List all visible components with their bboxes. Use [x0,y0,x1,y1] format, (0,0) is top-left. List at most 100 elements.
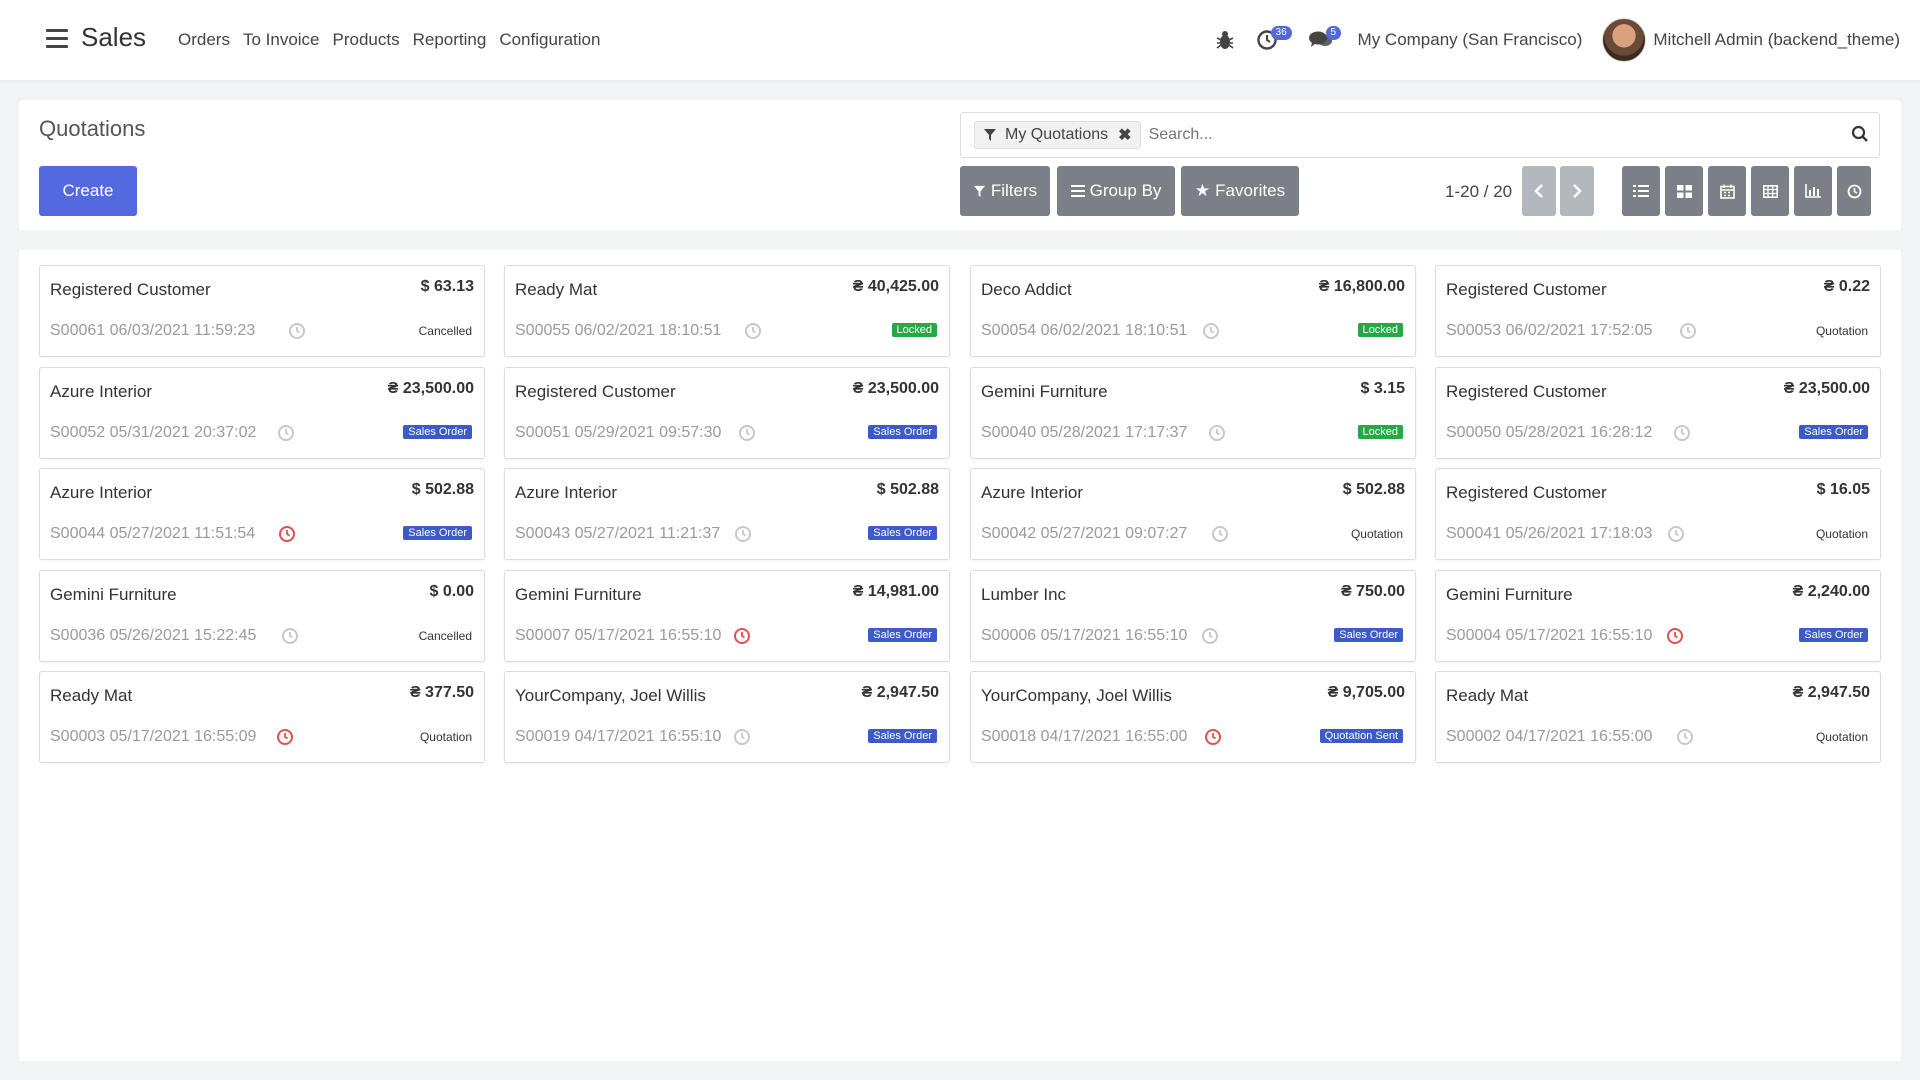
bug-icon[interactable] [1214,29,1236,51]
activity-overdue-clock-icon[interactable] [1204,728,1222,746]
filters-button[interactable]: Filters [960,166,1050,216]
card-reference-date: S00053 06/02/2021 17:52:05 [1446,322,1653,339]
menu-item-reporting[interactable]: Reporting [412,30,487,49]
quotation-card[interactable]: Ready Mat ₴ 2,947.50 S00002 04/17/2021 16:… [1435,671,1881,763]
card-reference-date: S00003 05/17/2021 16:55:09 [50,728,257,745]
quotation-card[interactable]: Gemini Furniture ₴ 2,240.00 S00004 05/17/2… [1435,570,1881,662]
card-status-badge: Sales Order [868,729,937,743]
user-menu[interactable]: Mitchell Admin (backend_theme) [1653,30,1900,49]
quotation-card[interactable]: Registered Customer ₴ 23,500.00 S00051 05/… [504,367,950,459]
card-reference-date: S00006 05/17/2021 16:55:10 [981,627,1188,644]
create-button[interactable]: Create [39,166,137,216]
pager-next-button[interactable] [1560,166,1594,216]
card-status-badge: Sales Order [868,526,937,540]
activity-clock-icon[interactable] [744,322,762,340]
quotation-card[interactable]: Gemini Furniture $ 0.00 S00036 05/26/2021 … [39,570,485,662]
activity-count-badge: 36 [1270,26,1292,40]
activity-clock-icon[interactable] [733,728,751,746]
group-by-button[interactable]: Group By [1057,166,1175,216]
chat-icon[interactable]: 5 [1308,26,1342,51]
quotation-card[interactable]: Azure Interior ₴ 23,500.00 S00052 05/31/20… [39,367,485,459]
card-reference-date: S00040 05/28/2021 17:17:37 [981,424,1188,441]
quotation-card[interactable]: Azure Interior $ 502.88 S00042 05/27/2021 … [970,468,1416,560]
facet-remove-icon[interactable]: ✖ [1118,127,1132,144]
card-amount: ₴ 23,500.00 [1783,380,1870,397]
quotation-card[interactable]: Lumber Inc ₴ 750.00 S00006 05/17/2021 16:5… [970,570,1416,662]
card-status-badge: Cancelled [418,629,472,643]
quotation-card[interactable]: Deco Addict ₴ 16,800.00 S00054 06/02/2021 … [970,265,1416,357]
activity-view-icon[interactable] [1837,166,1871,216]
menu-item-orders[interactable]: Orders [178,30,230,49]
card-customer-name: Deco Addict [981,280,1072,299]
card-amount: ₴ 40,425.00 [852,278,939,295]
quotation-card[interactable]: Ready Mat ₴ 40,425.00 S00055 06/02/2021 18… [504,265,950,357]
card-amount: ₴ 750.00 [1340,583,1405,600]
activity-overdue-clock-icon[interactable] [276,728,294,746]
quotation-card[interactable]: Gemini Furniture $ 3.15 S00040 05/28/2021 … [970,367,1416,459]
menu-item-products[interactable]: Products [332,30,400,49]
kanban-view-icon[interactable] [1665,166,1703,216]
activity-overdue-clock-icon[interactable] [733,627,751,645]
message-count-badge: 5 [1325,26,1342,40]
quotation-card[interactable]: YourCompany, Joel Willis ₴ 9,705.00 S00018… [970,671,1416,763]
card-reference-date: S00043 05/27/2021 11:21:37 [515,525,721,542]
card-customer-name: Registered Customer [515,382,676,401]
card-amount: ₴ 2,947.50 [861,684,939,701]
activity-clock-icon[interactable] [277,424,295,442]
quotation-card[interactable]: Azure Interior $ 502.88 S00044 05/27/2021 … [39,468,485,560]
activity-clock-icon[interactable] [1667,525,1685,543]
menu-item-configuration[interactable]: Configuration [499,30,601,49]
favorites-button[interactable]: ★ Favorites [1181,166,1299,216]
user-avatar[interactable] [1602,18,1647,62]
activity-clock-icon[interactable] [1208,424,1226,442]
card-customer-name: Gemini Furniture [1446,585,1573,604]
quotation-card[interactable]: Gemini Furniture ₴ 14,981.00 S00007 05/17/… [504,570,950,662]
card-customer-name: Ready Mat [515,280,598,299]
menu-hamburger-icon[interactable] [46,29,68,49]
filter-icon [973,185,985,197]
card-status-badge: Sales Order [403,425,472,439]
activity-clock-icon[interactable] [1202,322,1220,340]
pivot-view-icon[interactable] [1751,166,1789,216]
activity-clock-icon[interactable] [1201,627,1219,645]
card-customer-name: Lumber Inc [981,585,1067,604]
activity-clock-icon[interactable]: 36 [1256,26,1292,51]
activity-overdue-clock-icon[interactable] [278,525,296,543]
activity-clock-icon[interactable] [734,525,752,543]
quotation-card[interactable]: Registered Customer $ 63.13 S00061 06/03/2… [39,265,485,357]
company-switcher[interactable]: My Company (San Francisco) [1357,30,1583,49]
pager-value[interactable]: 1-20 / 20 [1445,182,1513,201]
search-input[interactable] [1148,126,1879,144]
quotation-card[interactable]: Ready Mat ₴ 377.50 S00003 05/17/2021 16:55… [39,671,485,763]
activity-clock-icon[interactable] [288,322,306,340]
activity-clock-icon[interactable] [738,424,756,442]
app-name[interactable]: Sales [81,22,147,52]
list-view-icon[interactable] [1622,166,1660,216]
card-customer-name: Gemini Furniture [981,382,1108,401]
calendar-view-icon[interactable] [1708,166,1746,216]
card-reference-date: S00004 05/17/2021 16:55:10 [1446,627,1653,644]
quotation-card[interactable]: YourCompany, Joel Willis ₴ 2,947.50 S00019… [504,671,950,763]
menu-item-to-invoice[interactable]: To Invoice [242,30,320,49]
card-status-badge: Locked [1357,425,1403,439]
card-reference-date: S00042 05/27/2021 09:07:27 [981,525,1188,542]
card-reference-date: S00052 05/31/2021 20:37:02 [50,424,257,441]
card-reference-date: S00002 04/17/2021 16:55:00 [1446,728,1653,745]
quotation-card[interactable]: Registered Customer $ 16.05 S00041 05/26/2… [1435,468,1881,560]
pager-previous-button[interactable] [1522,166,1556,216]
activity-clock-icon[interactable] [1673,424,1691,442]
card-status-badge: Quotation Sent [1319,729,1403,743]
activity-clock-icon[interactable] [281,627,299,645]
activity-clock-icon[interactable] [1211,525,1229,543]
card-amount: $ 3.15 [1360,380,1405,397]
search-icon[interactable] [1851,125,1869,148]
activity-clock-icon[interactable] [1676,728,1694,746]
activity-clock-icon[interactable] [1679,322,1697,340]
quotation-card[interactable]: Azure Interior $ 502.88 S00043 05/27/2021 … [504,468,950,560]
activity-overdue-clock-icon[interactable] [1666,627,1684,645]
quotation-card[interactable]: Registered Customer ₴ 0.22 S00053 06/02/20… [1435,265,1881,357]
quotation-card[interactable]: Registered Customer ₴ 23,500.00 S00050 05/… [1435,367,1881,459]
graph-view-icon[interactable] [1794,166,1832,216]
list-icon [1070,185,1085,197]
card-status-badge: Quotation [1815,730,1868,744]
